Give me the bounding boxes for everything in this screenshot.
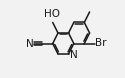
Text: HO: HO [44, 9, 60, 19]
Text: N: N [26, 39, 34, 49]
Text: Br: Br [95, 38, 107, 48]
Text: N: N [70, 50, 77, 60]
